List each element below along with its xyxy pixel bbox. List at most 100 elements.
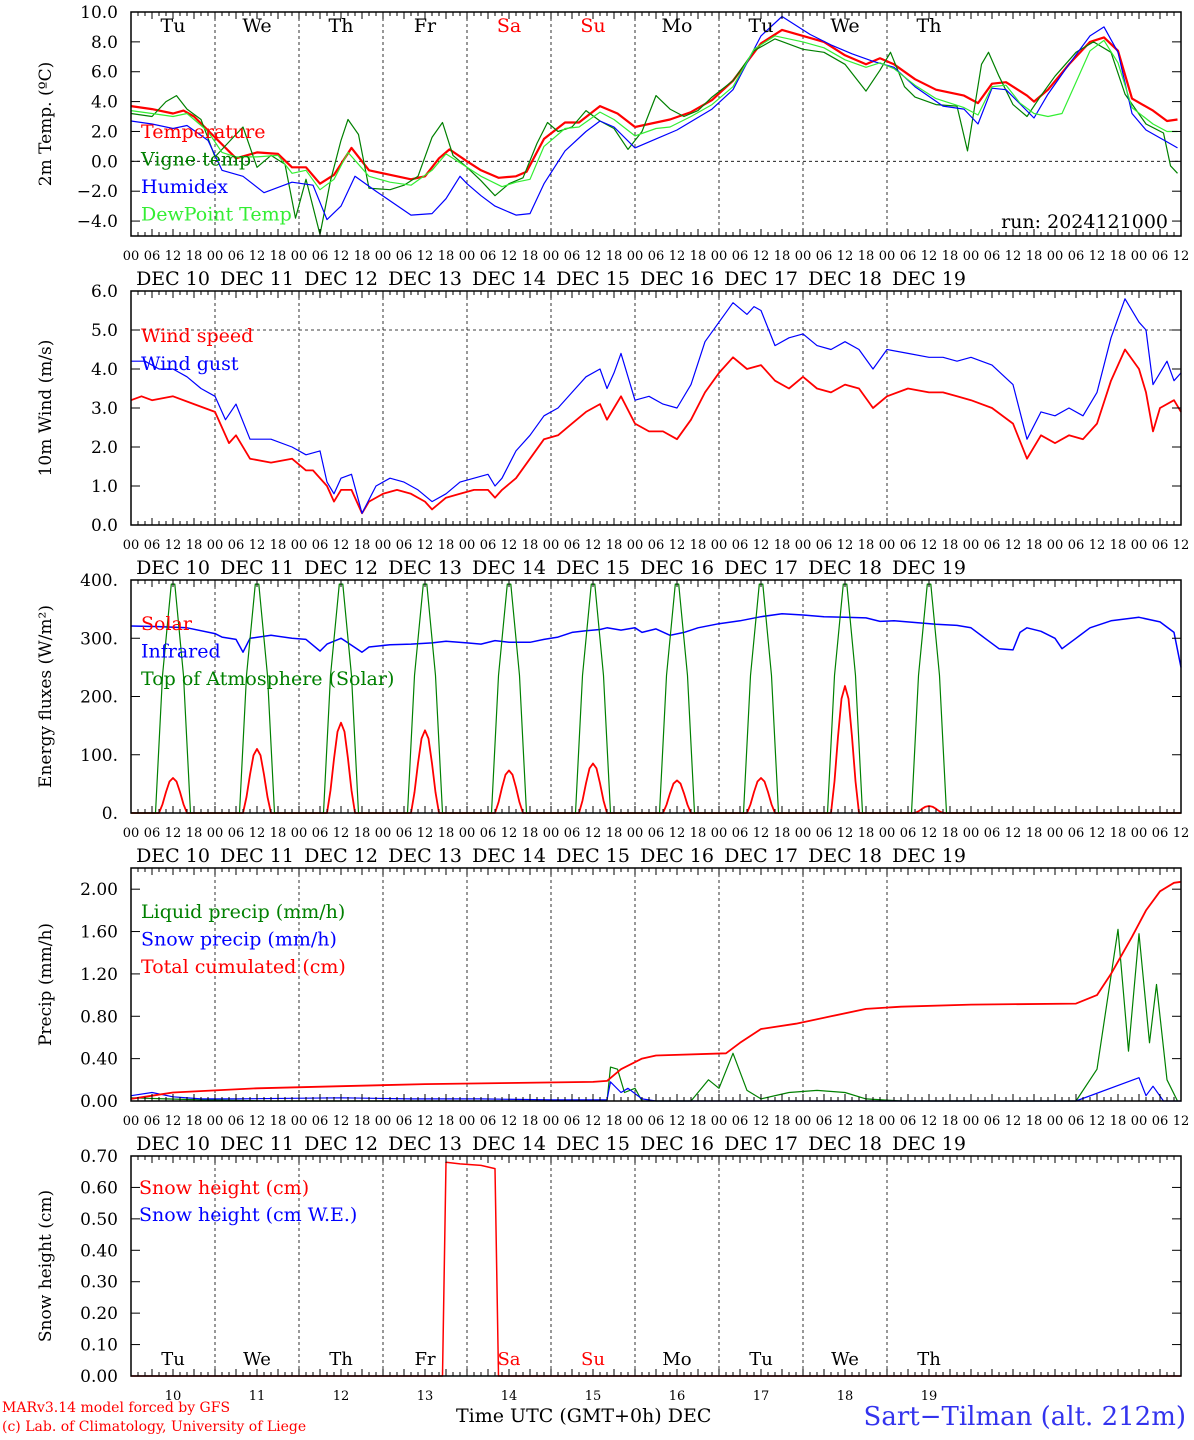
hour-tick-label: 06 [984,249,1001,264]
series-line [131,583,1181,814]
hour-tick-label: 18 [270,826,287,841]
hour-tick-label: 06 [900,538,917,553]
hour-tick-label: 18 [1110,826,1127,841]
hour-tick-label: 12 [249,826,266,841]
hour-tick-label: 06 [228,826,245,841]
hour-tick-label: 12 [837,826,854,841]
hour-tick-label: 12 [165,249,182,264]
hour-tick-label: 00 [627,1114,644,1129]
hour-tick-label: 00 [123,1114,140,1129]
panel-2: 0.0 1.0 2.0 3.0 4.0 5.0 6.0 10m Wind (m/s) Wind … [36,282,1189,579]
legend-entry: Top of Atmosphere (Solar) [141,668,394,690]
plot-frame [130,290,1182,526]
hour-tick-label: 18 [270,249,287,264]
hour-tick-label: 12 [249,249,266,264]
hour-tick-label: 00 [879,249,896,264]
hour-tick-label: 18 [522,249,539,264]
hour-tick-label: 12 [585,1114,602,1129]
hour-tick-label: 00 [1131,538,1148,553]
hour-tick-label: 00 [1047,538,1064,553]
date-label: DEC 17 [724,1133,798,1155]
hour-tick-label: 00 [375,826,392,841]
hour-tick-label: 00 [795,826,812,841]
y-tick-label: 1.0 [91,477,118,497]
hour-tick-label: 06 [1152,1114,1169,1129]
hour-tick-label: 12 [333,826,350,841]
hour-tick-label: 00 [375,249,392,264]
legend-entry: DewPoint Temp [141,204,292,226]
day-name: We [243,1349,271,1370]
hour-tick-label: 18 [1026,249,1043,264]
x-axis-title: Time UTC (GMT+0h) DEC [456,1405,712,1427]
hour-tick-label: 12 [417,249,434,264]
hour-tick-label: 18 [858,826,875,841]
hour-tick-label: 06 [396,538,413,553]
hour-tick-label: 12 [669,249,686,264]
hour-tick-label: 06 [480,538,497,553]
hour-tick-label: 12 [417,538,434,553]
hour-tick-label: 12 [585,826,602,841]
hour-tick-label: 12 [333,249,350,264]
y-tick-label: 0.00 [80,1092,118,1112]
hour-tick-label: 06 [144,538,161,553]
day-number-label: 14 [501,1389,518,1404]
station-name: Sart−Tilman (alt. 212m) [863,1402,1186,1432]
date-label: DEC 12 [304,845,378,867]
hour-tick-label: 06 [312,538,329,553]
hour-tick-label: 00 [375,538,392,553]
hour-tick-label: 12 [1005,1114,1022,1129]
hour-tick-label: 12 [1089,249,1106,264]
hour-tick-label: 06 [816,1114,833,1129]
date-label: DEC 10 [136,557,210,579]
series-line [130,28,1178,185]
hour-tick-label: 18 [438,249,455,264]
hour-tick-label: 18 [858,249,875,264]
legend-entry: Snow height (cm) [139,1177,309,1199]
hour-tick-label: 12 [1089,826,1106,841]
hour-tick-label: 06 [1152,826,1169,841]
hour-tick-label: 12 [753,1114,770,1129]
y-tick-label: 8.0 [91,33,118,53]
y-tick-label: 1.20 [80,965,118,985]
hour-tick-label: 18 [1026,826,1043,841]
y-tick-label: 0.0 [91,152,118,172]
hour-tick-label: 00 [123,538,140,553]
date-label: DEC 14 [472,557,546,579]
y-tick-label: 0.30 [80,1273,118,1293]
hour-tick-label: 18 [438,538,455,553]
hour-tick-label: 06 [480,249,497,264]
hour-tick-label: 06 [648,249,665,264]
hour-tick-label: 12 [1005,826,1022,841]
day-name: Th [329,1349,353,1370]
hour-tick-label: 06 [1068,538,1085,553]
y-tick-label: 0.00 [80,1367,118,1387]
y-tick-label: −4.0 [77,212,118,232]
hour-tick-label: 06 [984,826,1001,841]
hour-tick-label: 00 [1131,249,1148,264]
lab-credit-line: (c) Lab. of Climatology, University of L… [2,1419,307,1435]
hour-tick-label: 12 [1173,249,1190,264]
hour-tick-label: 18 [354,538,371,553]
y-tick-label: 5.0 [91,321,118,341]
hour-tick-label: 06 [564,1114,581,1129]
hour-tick-label: 18 [270,1114,287,1129]
hour-tick-label: 06 [144,1114,161,1129]
date-label: DEC 10 [136,268,210,290]
hour-tick-label: 18 [690,538,707,553]
hour-tick-label: 06 [732,1114,749,1129]
hour-tick-label: 12 [1173,826,1190,841]
date-label: DEC 13 [388,557,462,579]
y-tick-label: 0.40 [80,1241,118,1261]
hour-tick-label: 12 [753,538,770,553]
day-number-label: 16 [669,1389,686,1404]
hour-tick-label: 00 [795,538,812,553]
day-name: Mo [662,15,693,37]
panel-4: 0.00 0.40 0.80 1.20 1.60 2.00 Precip (mm/h) Liq… [36,867,1189,1155]
y-tick-label: 2.0 [91,122,118,142]
day-name: Tu [161,1349,185,1370]
hour-tick-label: 06 [732,538,749,553]
y-axis-label: Snow height (cm) [36,1190,56,1342]
legend-entry: Solar [141,613,193,635]
day-name: Su [581,1349,605,1370]
